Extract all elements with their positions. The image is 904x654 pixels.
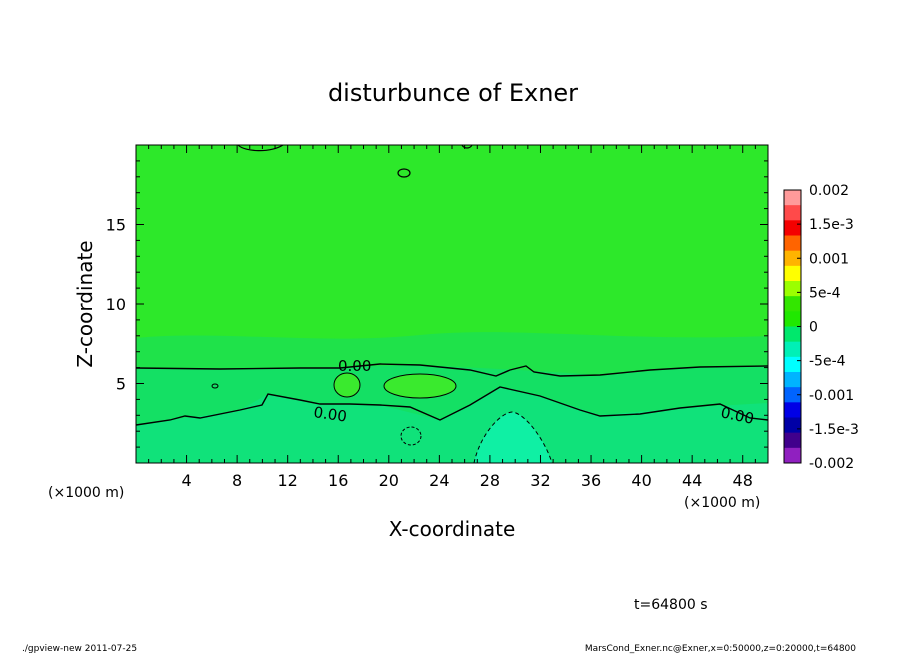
colorbar-segment [784, 190, 801, 206]
colorbar-segment [784, 311, 801, 327]
x-tick-label: 4 [181, 471, 191, 490]
colorbar-label: 0 [809, 320, 818, 336]
colorbar-segment [784, 205, 801, 221]
footer-right: MarsCond_Exner.nc@Exner,x=0:50000,z=0:20… [585, 644, 856, 654]
colorbar-segment [784, 432, 801, 449]
colorbar-segment [784, 341, 801, 358]
contour-top-edge-2 [461, 144, 473, 149]
y-tick-label: 5 [116, 375, 126, 394]
x-tick-label: 12 [278, 471, 298, 490]
field-band-deeper [136, 387, 768, 463]
colorbar-label: -1.5e-3 [809, 422, 859, 438]
plot-area: 0.00 0.00 0.00 [135, 144, 769, 464]
y-axis-unit: (×1000 m) [48, 485, 124, 501]
contour-small-2 [400, 426, 422, 446]
contour-positive-1 [383, 373, 457, 399]
contour-top-blob [397, 168, 411, 178]
footer-left: ./gpview-new 2011-07-25 [22, 644, 137, 654]
contour-negative-dashed [473, 411, 553, 464]
contour-top-edge-1 [237, 144, 284, 152]
colorbar-segment [784, 326, 801, 343]
colorbar-segment [784, 220, 801, 236]
colorbar-segment [784, 265, 801, 282]
time-label: t=64800 s [634, 597, 708, 613]
colorbar-label: 1.5e-3 [809, 217, 854, 233]
x-axis-title: X-coordinate [389, 517, 516, 541]
colorbar-label: -0.002 [809, 456, 854, 472]
y-axis-ticks: 5 10 15 [106, 160, 768, 448]
x-tick-label: 8 [232, 471, 242, 490]
colorbar-label: 5e-4 [809, 285, 841, 301]
x-tick-label: 44 [682, 471, 702, 490]
colorbar: 0.002 1.5e-3 0.001 5e-4 0 -5e-4 -0.001 -1.5e-3 -… [783, 183, 859, 472]
x-axis-unit: (×1000 m) [684, 495, 760, 511]
contour-label-1: 0.00 [338, 357, 371, 375]
y-tick-label: 15 [106, 216, 126, 235]
colorbar-segment [784, 402, 801, 418]
x-tick-label: 28 [480, 471, 500, 490]
contour-lower-zero [135, 386, 769, 426]
field-blob-1 [384, 374, 456, 398]
colorbar-segment [784, 417, 801, 434]
colorbar-segment [784, 296, 801, 312]
x-axis-ticks: 4 8 12 16 20 24 28 32 36 40 44 48 [148, 145, 756, 490]
x-tick-label: 40 [631, 471, 651, 490]
x-tick-label: 32 [530, 471, 550, 490]
colorbar-label: -5e-4 [809, 354, 846, 370]
colorbar-label: 0.002 [809, 183, 849, 199]
x-tick-label: 48 [733, 471, 753, 490]
colorbar-label: 0.001 [809, 251, 849, 267]
contour-upper-zero [135, 363, 769, 377]
colorbar-segment [784, 250, 801, 267]
field-blob-2 [334, 373, 360, 397]
colorbar-segment [784, 235, 801, 252]
colorbar-segment [784, 387, 801, 403]
colorbar-label: -0.001 [809, 388, 854, 404]
chart-title: disturbunce of Exner [328, 79, 578, 107]
colorbar-segment [784, 372, 801, 388]
y-axis-title: Z-coordinate [73, 240, 97, 367]
x-tick-label: 20 [379, 471, 399, 490]
colorbar-segment [784, 281, 801, 297]
contour-small-1 [211, 383, 219, 389]
x-tick-label: 36 [581, 471, 601, 490]
contour-label-2: 0.00 [312, 403, 348, 425]
x-tick-label: 16 [328, 471, 348, 490]
colorbar-segment [784, 447, 801, 464]
contour-positive-2 [333, 372, 361, 398]
colorbar-segment [784, 356, 801, 373]
x-tick-label: 24 [429, 471, 449, 490]
y-tick-label: 10 [106, 295, 126, 314]
